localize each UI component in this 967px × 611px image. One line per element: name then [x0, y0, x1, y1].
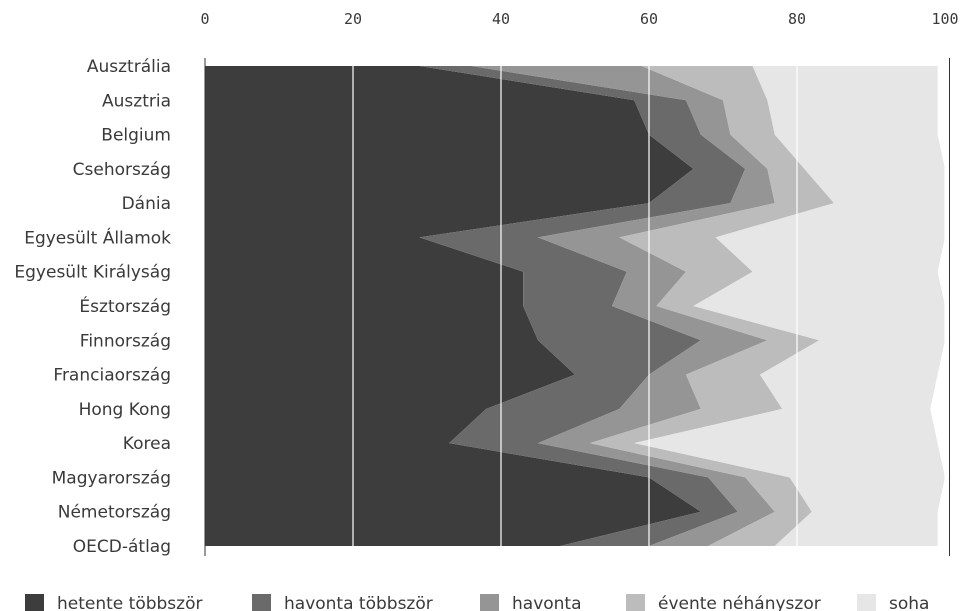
area-series-4: [589, 66, 834, 546]
x-tick-label: 0: [200, 10, 209, 28]
area-series-3: [471, 66, 775, 546]
y-tick-label: Magyarország: [52, 468, 171, 488]
legend-swatch: [252, 594, 271, 611]
legend-label: hetente többször: [57, 594, 202, 611]
legend-label: havonta többször: [284, 594, 433, 611]
y-tick-label: Egyesült Királyság: [14, 263, 171, 283]
legend-label: havonta: [512, 594, 582, 611]
legend-swatch: [857, 594, 876, 611]
x-tick-label: 100: [931, 10, 958, 28]
plot-areas: [205, 66, 945, 546]
y-tick-label: Németország: [58, 503, 171, 523]
y-tick-label: Belgium: [101, 126, 171, 146]
legend-swatch: [25, 594, 44, 611]
gridlines: [352, 66, 946, 546]
y-tick-label: Csehország: [73, 160, 171, 180]
axes: [204, 58, 950, 556]
area-series-5: [634, 66, 945, 546]
y-tick-label: OECD-átlag: [73, 537, 171, 557]
y-tick-label: Dánia: [122, 194, 171, 214]
area-series-1: [205, 66, 701, 546]
y-tick-label: Finnország: [80, 331, 171, 351]
x-tick-label: 80: [788, 10, 806, 28]
x-tick-labels: 0 20 40 60 80 100: [200, 10, 958, 28]
x-tick-label: 40: [492, 10, 510, 28]
y-tick-label: Ausztrália: [87, 57, 171, 77]
legend: hetente többször havonta többször havonta é…: [25, 594, 929, 611]
legend-label: soha: [889, 594, 929, 611]
y-tick-label: Egyesült Államok: [24, 226, 171, 248]
y-tick-label: Észtország: [79, 295, 171, 317]
y-tick-label: Hong Kong: [79, 400, 171, 420]
legend-label: évente néhányszor: [658, 594, 821, 611]
x-tick-label: 20: [344, 10, 362, 28]
legend-swatch: [626, 594, 645, 611]
x-tick-label: 60: [640, 10, 658, 28]
y-tick-labels: Ausztrália Ausztria Belgium Csehország Dánia…: [14, 57, 171, 557]
y-tick-label: Ausztria: [102, 91, 171, 111]
y-tick-label: Korea: [123, 434, 171, 454]
y-tick-label: Franciaország: [53, 366, 171, 386]
legend-swatch: [480, 594, 499, 611]
